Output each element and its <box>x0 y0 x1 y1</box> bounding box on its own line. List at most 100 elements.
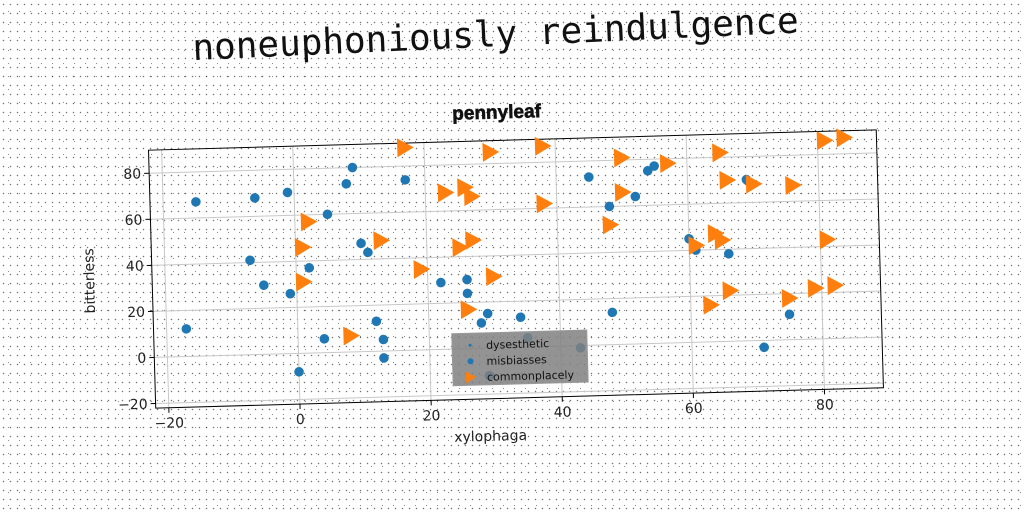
data-point-misbiasses <box>630 191 641 202</box>
data-point-misbiasses <box>462 274 472 285</box>
x-tick-label: 40 <box>554 404 572 420</box>
data-point-misbiasses <box>356 238 366 249</box>
x-gridline <box>161 149 170 408</box>
data-point-misbiasses <box>347 162 358 173</box>
data-point-misbiasses <box>319 334 330 344</box>
data-point-commonplacely <box>343 326 360 346</box>
axes-frame <box>147 129 884 409</box>
y-tick-label: 80 <box>123 166 141 182</box>
y-gridline <box>151 244 880 266</box>
y-tick-label: −20 <box>118 397 148 414</box>
data-point-commonplacely <box>396 138 414 158</box>
data-point-commonplacely <box>465 230 482 250</box>
x-gridline <box>816 131 825 390</box>
data-point-misbiasses <box>341 179 352 189</box>
data-point-misbiasses <box>723 249 734 259</box>
data-point-misbiasses <box>604 201 615 212</box>
y-gridline <box>149 152 877 174</box>
data-point-commonplacely <box>300 212 318 232</box>
data-point-misbiasses <box>379 353 389 363</box>
y-tick-label: 20 <box>127 305 145 321</box>
data-point-commonplacely <box>807 279 825 298</box>
data-point-misbiasses <box>476 318 487 328</box>
data-point-commonplacely <box>781 288 799 308</box>
data-point-commonplacely <box>714 230 732 250</box>
y-tick-label: 60 <box>124 212 142 228</box>
data-point-misbiasses <box>259 280 269 291</box>
data-point-commonplacely <box>413 260 431 279</box>
data-point-commonplacely <box>703 295 720 315</box>
x-tick-label: 0 <box>296 412 305 428</box>
data-point-commonplacely <box>536 194 554 214</box>
data-point-commonplacely <box>437 183 455 203</box>
y-gridline <box>150 198 879 220</box>
data-point-misbiasses <box>181 324 192 334</box>
data-point-commonplacely <box>722 281 740 301</box>
data-point-misbiasses <box>759 342 770 353</box>
data-point-misbiasses <box>250 193 260 203</box>
y-tick-label: 40 <box>126 259 144 275</box>
data-point-misbiasses <box>282 187 293 198</box>
x-axis-label: xylophaga <box>454 428 527 446</box>
data-point-commonplacely <box>816 131 834 151</box>
data-point-misbiasses <box>245 255 255 266</box>
data-point-commonplacely <box>602 215 620 235</box>
legend-label: misbiasses <box>486 353 547 368</box>
legend-marker <box>467 358 474 365</box>
data-point-misbiasses <box>363 247 373 258</box>
data-point-commonplacely <box>819 230 837 250</box>
data-point-commonplacely <box>688 236 706 256</box>
data-point-misbiasses <box>322 209 333 220</box>
data-point-misbiasses <box>400 175 411 185</box>
x-tick-label: 80 <box>816 397 834 413</box>
data-point-misbiasses <box>371 316 382 327</box>
legend-box <box>451 329 589 387</box>
x-gridline <box>685 135 694 394</box>
data-point-commonplacely <box>712 143 729 163</box>
data-point-commonplacely <box>785 175 802 195</box>
x-tick-label: −20 <box>154 415 184 432</box>
data-point-misbiasses <box>378 334 389 345</box>
data-point-misbiasses <box>294 367 304 377</box>
data-point-commonplacely <box>659 154 677 173</box>
data-point-commonplacely <box>827 276 845 296</box>
chart-title: pennyleaf <box>452 101 542 124</box>
legend-label: commonplacely <box>487 368 575 383</box>
data-point-misbiasses <box>784 309 795 320</box>
y-gridline <box>153 290 881 312</box>
data-point-commonplacely <box>534 136 552 156</box>
grid <box>149 131 884 408</box>
x-tick-label: 20 <box>422 408 440 424</box>
data-point-misbiasses <box>191 197 201 207</box>
data-point-commonplacely <box>452 238 470 258</box>
data-point-commonplacely <box>373 231 391 251</box>
y-gridline <box>155 382 884 404</box>
data-point-commonplacely <box>836 128 854 148</box>
data-point-misbiasses <box>304 263 315 273</box>
data-point-commonplacely <box>295 272 313 292</box>
data-point-commonplacely <box>614 183 632 202</box>
data-point-misbiasses <box>482 308 493 319</box>
legend-marker <box>465 371 476 384</box>
data-point-misbiasses <box>462 288 473 299</box>
data-point-commonplacely <box>485 267 503 287</box>
data-point-commonplacely <box>613 148 631 168</box>
data-point-commonplacely <box>719 170 737 190</box>
data-point-misbiasses <box>436 277 446 288</box>
data-point-misbiasses <box>607 307 618 318</box>
data-point-commonplacely <box>457 178 474 198</box>
y-axis-label: bitterless <box>81 248 99 314</box>
x-gridline <box>423 142 432 401</box>
axis-ticks: −20 0 20 40 60 80 −20 0 20 40 60 80 <box>118 166 834 432</box>
data-point-misbiasses <box>285 288 296 299</box>
x-tick-label: 60 <box>685 401 703 417</box>
data-point-commonplacely <box>463 187 481 207</box>
legend-label: dysesthetic <box>486 337 550 352</box>
data-point-misbiasses <box>649 161 659 171</box>
data-point-commonplacely <box>294 238 312 257</box>
data-point-misbiasses <box>584 172 594 182</box>
legend-marker <box>468 343 472 347</box>
